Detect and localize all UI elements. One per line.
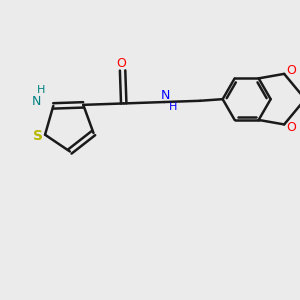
Text: O: O (287, 64, 297, 77)
Text: N: N (32, 95, 41, 108)
Text: O: O (116, 57, 126, 70)
Text: N: N (161, 89, 170, 102)
Text: S: S (32, 129, 43, 143)
Text: H: H (37, 85, 46, 95)
Text: H: H (168, 101, 177, 112)
Text: O: O (287, 121, 297, 134)
